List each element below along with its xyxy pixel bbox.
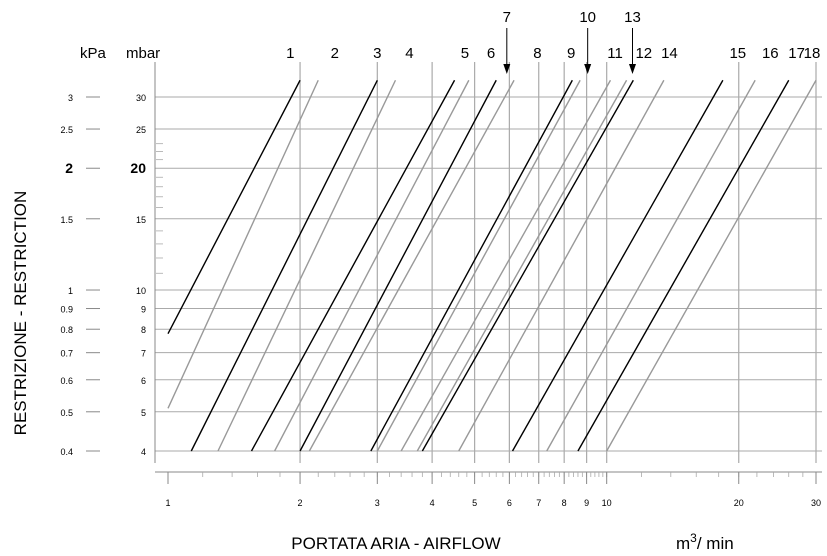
series-line-6	[273, 79, 470, 452]
series-line-16	[546, 79, 756, 452]
x-tick-label: 8	[562, 498, 567, 508]
x-unit-sup: 3	[690, 531, 697, 545]
series-line-14	[458, 79, 665, 452]
curve-label-14: 14	[661, 45, 678, 62]
curve-label-1: 1	[286, 45, 294, 62]
x-tick-label: 7	[536, 498, 541, 508]
kpa-unit-label: kPa	[80, 45, 107, 62]
curve-label-17: 17	[788, 45, 805, 62]
x-tick-label: 4	[430, 498, 435, 508]
series-line-15	[511, 79, 724, 452]
mbar-tick-label: 8	[141, 325, 146, 335]
series-lines	[167, 79, 817, 452]
mbar-tick-label: 6	[141, 376, 146, 386]
kpa-tick-label: 2.5	[60, 125, 73, 135]
curve-label-15: 15	[729, 45, 746, 62]
kpa-tick-label: 2	[65, 160, 73, 176]
mbar-unit-label: mbar	[126, 45, 160, 62]
x-tick-label: 2	[298, 498, 303, 508]
mbar-tick-label: 4	[141, 447, 146, 457]
series-line-5	[250, 79, 456, 452]
arrow-label-7: 7	[503, 9, 511, 26]
x-axis-title: PORTATA ARIA - AIRFLOW	[291, 534, 500, 553]
kpa-tick-label: 0.5	[60, 408, 73, 418]
series-line-2	[167, 79, 319, 409]
x-tick-label: 1	[165, 498, 170, 508]
series-line-8	[308, 79, 515, 452]
x-axis-unit: m3/ min	[676, 531, 734, 553]
series-line-7	[299, 79, 497, 452]
x-tick-label: 30	[811, 498, 821, 508]
mbar-tick-label: 15	[136, 215, 146, 225]
kpa-tick-label: 0.8	[60, 325, 73, 335]
series-line-10	[376, 79, 581, 452]
curve-label-11: 11	[607, 45, 623, 62]
arrow-head-13	[628, 64, 636, 74]
mbar-tick-label: 25	[136, 125, 146, 135]
x-tick-label: 6	[507, 498, 512, 508]
curve-label-8: 8	[533, 45, 541, 62]
curve-label-16: 16	[762, 45, 779, 62]
kpa-tick-label: 0.9	[60, 305, 73, 315]
kpa-tick-label: 1	[68, 286, 73, 296]
grid	[155, 62, 822, 463]
mbar-tick-label: 20	[130, 160, 146, 176]
x-unit-tail: / min	[697, 534, 734, 553]
x-unit-base: m	[676, 534, 690, 553]
curve-label-9: 9	[567, 45, 575, 62]
mbar-tick-label: 10	[136, 286, 146, 296]
curve-label-12: 12	[635, 45, 652, 62]
kpa-tick-label: 3	[68, 93, 73, 103]
mbar-tick-label: 30	[136, 93, 146, 103]
arrow-label-10: 10	[579, 9, 596, 26]
x-tick-label: 5	[472, 498, 477, 508]
kpa-tick-label: 0.7	[60, 349, 73, 359]
arrow-label-13: 13	[624, 9, 641, 26]
y-axis-title: RESTRIZIONE - RESTRICTION	[11, 191, 30, 436]
series-line-13	[421, 79, 634, 452]
mbar-tick-label: 9	[141, 305, 146, 315]
series-line-4	[217, 79, 397, 452]
x-tick-label: 20	[734, 498, 744, 508]
axes: 1 2 3 4 5 6 7 8 9 10 20 30 0.4 4 0.5 5 0.6 6 0.7 7 0.8 8 0.9 9 1…	[60, 62, 822, 508]
series-line-17	[577, 79, 790, 452]
series-line-1	[167, 79, 301, 334]
kpa-tick-label: 0.4	[60, 447, 73, 457]
x-tick-label: 9	[584, 498, 589, 508]
series-line-3	[190, 79, 378, 452]
x-tick-label: 3	[375, 498, 380, 508]
x-tick-label: 10	[602, 498, 612, 508]
curve-label-3: 3	[373, 45, 381, 62]
mbar-tick-label: 5	[141, 408, 146, 418]
curve-label-2: 2	[331, 45, 339, 62]
curve-label-6: 6	[487, 45, 495, 62]
arrow-head-7	[503, 64, 511, 74]
series-line-11	[400, 79, 612, 452]
curve-label-18: 18	[804, 45, 821, 62]
curve-label-4: 4	[405, 45, 413, 62]
series-line-18	[606, 79, 817, 452]
series-line-12	[416, 79, 628, 452]
curve-label-5: 5	[461, 45, 469, 62]
series-line-9	[370, 79, 573, 452]
mbar-tick-label: 7	[141, 349, 146, 359]
kpa-tick-label: 1.5	[60, 215, 73, 225]
arrow-head-10	[584, 64, 592, 74]
kpa-tick-label: 0.6	[60, 376, 73, 386]
